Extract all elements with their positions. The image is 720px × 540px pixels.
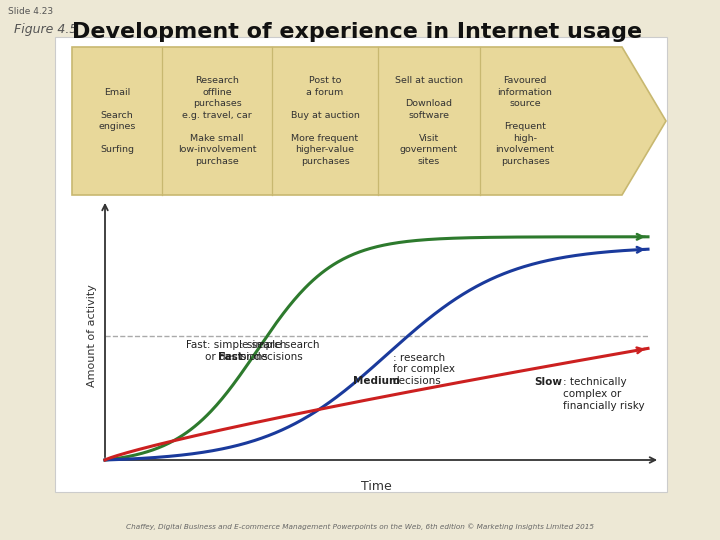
FancyBboxPatch shape bbox=[55, 37, 667, 492]
Text: Sell at auction

Download
software

Visit
government
sites: Sell at auction Download software Visit … bbox=[395, 77, 463, 166]
Text: Amount of activity: Amount of activity bbox=[87, 285, 97, 387]
Text: Chaffey, Digital Business and E-commerce Management Powerpoints on the Web, 6th : Chaffey, Digital Business and E-commerce… bbox=[126, 523, 594, 530]
Text: Time: Time bbox=[361, 480, 392, 493]
Text: Post to
a forum

Buy at auction

More frequent
higher-value
purchases: Post to a forum Buy at auction More freq… bbox=[291, 77, 359, 166]
Text: Favoured
information
source

Frequent
high-
involvement
purchases: Favoured information source Frequent hig… bbox=[495, 77, 554, 166]
Text: Research
offline
purchases
e.g. travel, car

Make small
low-involvement
purchase: Research offline purchases e.g. travel, … bbox=[178, 77, 256, 166]
Text: Slide 4.23: Slide 4.23 bbox=[8, 7, 53, 16]
Text: : research
for complex
decisions: : research for complex decisions bbox=[392, 353, 454, 386]
Text: Medium: Medium bbox=[353, 376, 400, 386]
Text: : simple search
or decisions: : simple search or decisions bbox=[240, 340, 320, 362]
Polygon shape bbox=[72, 47, 666, 195]
Text: Slow: Slow bbox=[535, 377, 562, 388]
Text: Fast: Fast bbox=[218, 352, 243, 362]
Text: : technically
complex or
financially risky: : technically complex or financially ris… bbox=[562, 377, 644, 410]
Text: Fast: simple search
or decisions: Fast: simple search or decisions bbox=[186, 340, 287, 362]
Text: Development of experience in Internet usage: Development of experience in Internet us… bbox=[72, 22, 642, 42]
Text: Email

Search
engines

Surfing: Email Search engines Surfing bbox=[99, 88, 135, 154]
Text: Figure 4.5: Figure 4.5 bbox=[14, 23, 77, 36]
